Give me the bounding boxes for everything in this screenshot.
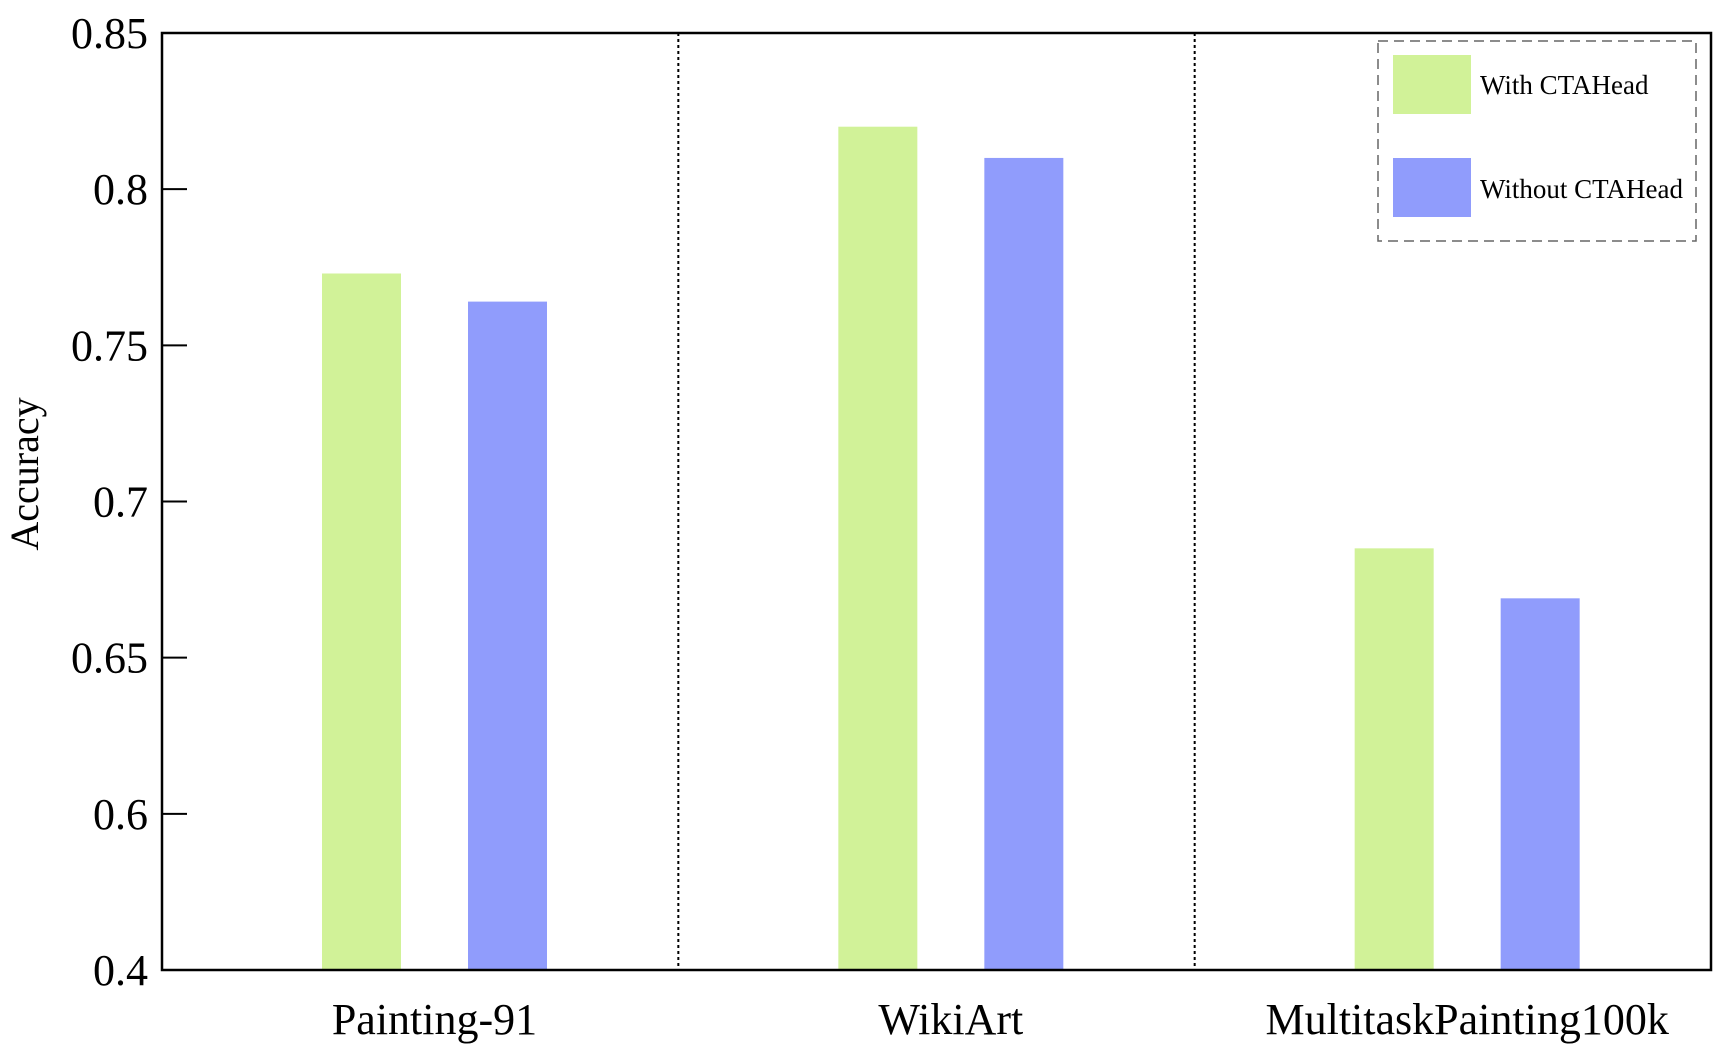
y-tick-label: 0.75 [71, 321, 148, 370]
y-axis-label: Accuracy [2, 397, 47, 550]
bar-without-ctahead-multitaskpainting100k [1500, 598, 1580, 970]
legend-swatch-without-ctahead [1393, 158, 1471, 217]
y-tick-label: 0.6 [93, 790, 148, 839]
bar-without-ctahead-wikiart [984, 157, 1064, 970]
x-tick-label: MultitaskPainting100k [1265, 995, 1668, 1044]
bar-without-ctahead-painting-91 [468, 301, 547, 970]
legend-label-with-ctahead: With CTAHead [1480, 70, 1649, 100]
bar-with-ctahead-wikiart [838, 126, 918, 970]
x-tick-label: WikiArt [878, 995, 1023, 1044]
bar-with-ctahead-painting-91 [322, 273, 401, 970]
y-tick-label: 0.85 [71, 9, 148, 58]
x-tick-label: Painting-91 [332, 995, 537, 1044]
legend: With CTAHead Without CTAHead [1377, 40, 1697, 242]
y-tick-label: 0.4 [93, 946, 148, 995]
bar-with-ctahead-multitaskpainting100k [1354, 548, 1434, 970]
y-tick-label: 0.8 [93, 165, 148, 214]
y-tick-label: 0.7 [93, 478, 148, 527]
y-tick-label: 0.65 [71, 634, 148, 683]
legend-label-without-ctahead: Without CTAHead [1480, 174, 1683, 204]
legend-swatch-with-ctahead [1393, 55, 1471, 114]
